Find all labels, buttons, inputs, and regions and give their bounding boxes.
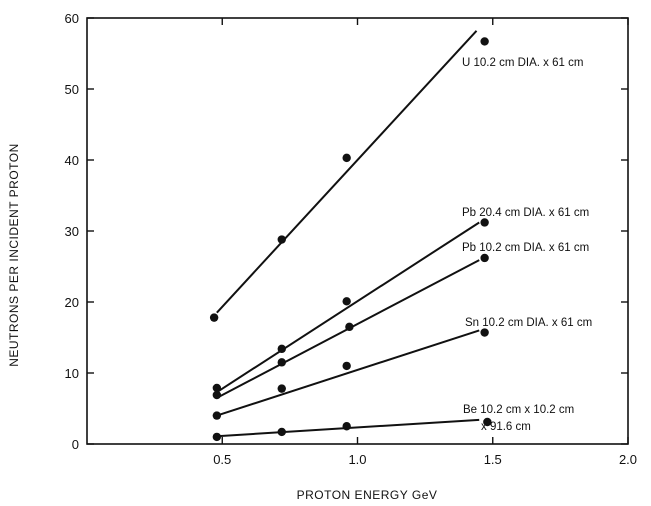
plot-frame [86, 17, 629, 445]
data-points [209, 37, 492, 442]
data-point [277, 358, 286, 367]
series-label: Pb 10.2 cm DIA. x 61 cm [462, 242, 589, 254]
fit-line [216, 30, 478, 314]
fit-line [216, 221, 480, 394]
x-tick-label: 1.5 [484, 452, 502, 467]
y-tick-label: 30 [65, 224, 79, 239]
data-point [277, 427, 286, 437]
y-tick-label: 10 [65, 366, 79, 381]
data-point [277, 344, 286, 354]
data-point [277, 235, 286, 244]
series-label: Pb 20.4 cm DIA. x 61 cm [462, 207, 589, 219]
x-tick-label: 2.0 [619, 452, 637, 467]
data-point [480, 37, 489, 46]
y-tick-label: 0 [72, 437, 79, 452]
data-point [342, 297, 351, 306]
data-point [345, 322, 354, 332]
y-tick-label: 20 [65, 295, 79, 310]
data-point [209, 313, 219, 322]
data-point [480, 218, 489, 227]
data-point [480, 253, 489, 263]
series-labels: U 10.2 cm DIA. x 61 cm Pb 20.4 cm DIA. x … [462, 57, 592, 433]
y-tick-label: 60 [65, 11, 79, 26]
data-point [212, 383, 222, 393]
data-point [342, 361, 351, 371]
data-point [480, 328, 489, 337]
fit-line [216, 329, 480, 417]
series-label: Sn 10.2 cm DIA. x 61 cm [465, 317, 592, 329]
data-point [342, 153, 351, 163]
x-axis-label: PROTON ENERGY GeV [297, 488, 438, 502]
data-point [212, 411, 222, 420]
series-label: U 10.2 cm DIA. x 61 cm [462, 57, 583, 69]
data-point [212, 432, 222, 442]
axes: 0 10 20 30 40 50 60 0.5 1.0 1.5 2.0 [65, 11, 638, 467]
data-point [212, 390, 222, 400]
x-tick-label: 0.5 [213, 452, 231, 467]
data-point [277, 384, 286, 393]
series-label-line2: x 91.6 cm [481, 421, 531, 433]
y-tick-label: 50 [65, 82, 79, 97]
data-point [342, 422, 351, 431]
x-tick-label: 1.0 [348, 452, 366, 467]
series-label: Be 10.2 cm x 10.2 cm [463, 404, 574, 416]
data-point [483, 417, 492, 427]
y-axis-label: NEUTRONS PER INCIDENT PROTON [7, 143, 21, 367]
fit-lines [216, 30, 480, 438]
y-tick-label: 40 [65, 153, 79, 168]
